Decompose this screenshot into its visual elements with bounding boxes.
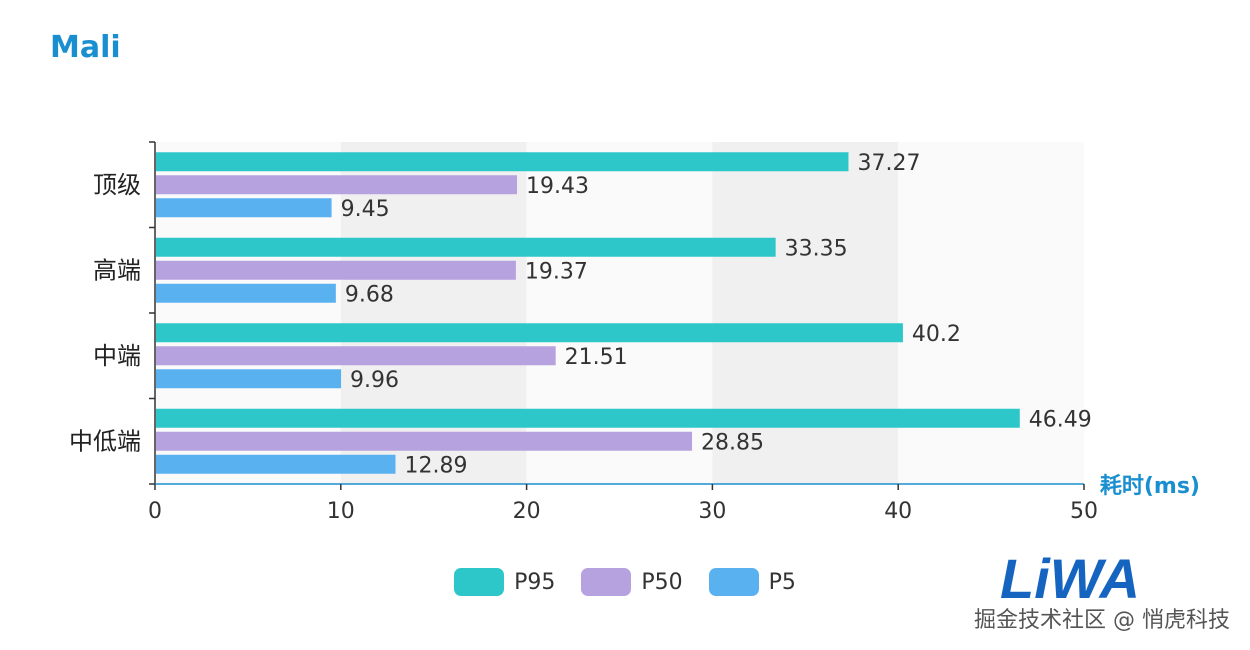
x-tick-label: 20 <box>513 499 541 524</box>
bar-p95 <box>156 152 849 172</box>
bar-p50 <box>156 431 693 451</box>
bar-p5 <box>156 454 396 474</box>
grid-band <box>898 142 1084 484</box>
y-category-label: 高端 <box>93 256 141 284</box>
legend-label-p5: P5 <box>768 569 796 595</box>
data-label: 9.68 <box>345 282 394 307</box>
data-label: 46.49 <box>1029 407 1092 432</box>
bar-p5 <box>156 198 332 218</box>
legend-swatch-p5 <box>708 568 759 596</box>
data-label: 33.35 <box>785 236 848 261</box>
bar-p95 <box>156 237 776 257</box>
legend-swatch-p95 <box>454 568 505 596</box>
bar-p95 <box>156 323 903 343</box>
x-tick-label: 10 <box>327 499 355 524</box>
liwa-logo: LiWA <box>1000 548 1140 608</box>
data-label: 37.27 <box>857 151 920 176</box>
x-axis-title: 耗时(ms) <box>1100 473 1200 499</box>
bar-p50 <box>156 346 556 366</box>
data-label: 40.2 <box>912 322 961 347</box>
bar-p5 <box>156 283 336 303</box>
bar-p95 <box>156 408 1020 428</box>
legend-item-p50[interactable]: P50 <box>581 568 683 596</box>
data-label: 28.85 <box>701 430 764 455</box>
logo-text: LiWA <box>1000 548 1140 608</box>
legend-item-p95[interactable]: P95 <box>454 568 555 596</box>
bar-p5 <box>156 369 342 389</box>
y-category-label: 中端 <box>93 342 141 370</box>
data-label: 12.89 <box>404 453 467 478</box>
bars-group: 37.27 19.43 9.45 33.35 19.37 9.68 40.2 21.51 9.9… <box>156 151 1092 478</box>
data-label: 19.37 <box>525 259 588 284</box>
legend-label-p50: P50 <box>641 569 683 595</box>
bar-p50 <box>156 260 516 280</box>
y-category-label: 顶级 <box>93 171 141 199</box>
legend-swatch-p50 <box>581 568 632 596</box>
data-label: 9.96 <box>350 368 399 393</box>
x-tick-label: 0 <box>148 499 162 524</box>
data-label: 21.51 <box>565 345 628 370</box>
bar-p50 <box>156 175 518 195</box>
x-tick-label: 30 <box>698 499 726 524</box>
x-tick-label: 40 <box>884 499 912 524</box>
legend: P95 P50 P5 <box>0 568 1250 596</box>
chart-title: Mali <box>50 30 121 65</box>
data-label: 9.45 <box>341 197 390 222</box>
legend-label-p95: P95 <box>514 569 556 595</box>
x-tick-label: 50 <box>1070 499 1098 524</box>
watermark: 掘金技术社区 @ 悄虎科技 <box>974 608 1230 633</box>
legend-item-p5[interactable]: P5 <box>708 568 796 596</box>
data-label: 19.43 <box>526 174 589 199</box>
y-category-label: 中低端 <box>69 427 141 455</box>
